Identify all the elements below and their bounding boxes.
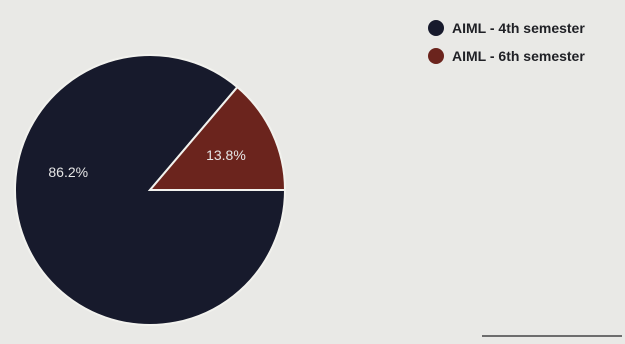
legend-item-aiml-4th[interactable]: AIML - 4th semester [428,20,585,36]
pie-label-aiml-4th: 86.2% [48,164,88,180]
pie-slice-aiml-6th[interactable] [147,85,287,191]
legend-swatch-aiml-4th [428,20,444,36]
legend-label-aiml-4th: AIML - 4th semester [452,20,585,36]
legend-swatch-aiml-6th [428,48,444,64]
legend-label-aiml-6th: AIML - 6th semester [452,48,585,64]
pie-label-aiml-6th: 13.8% [206,147,246,163]
legend-item-aiml-6th[interactable]: AIML - 6th semester [428,48,585,64]
bottom-edge-line [482,335,622,337]
chart-legend: AIML - 4th semester AIML - 6th semester [428,20,585,64]
